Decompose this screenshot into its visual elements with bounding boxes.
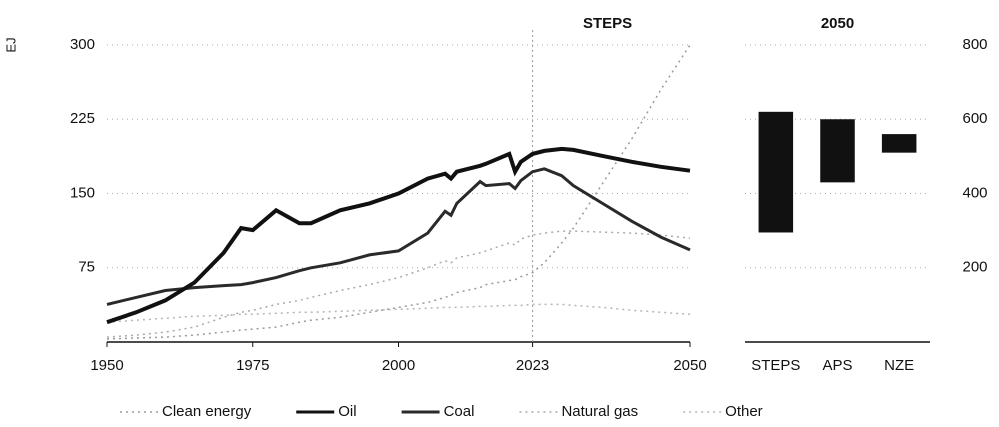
legend-label: Oil xyxy=(338,403,356,420)
annotation: STEPS xyxy=(583,15,632,32)
legend-label: Clean energy xyxy=(162,403,252,420)
y2-tick-label: 600 xyxy=(962,110,987,127)
x-tick-label: 2023 xyxy=(516,357,549,374)
y2-tick-label: 800 xyxy=(962,36,987,53)
series-line xyxy=(106,230,691,338)
x-tick-label: NZE xyxy=(884,357,914,374)
series-line xyxy=(106,146,691,325)
y2-tick-label: 200 xyxy=(962,259,987,276)
x-tick-label: 2050 xyxy=(673,357,706,374)
x-tick-label: 1950 xyxy=(90,357,123,374)
bar xyxy=(758,111,794,233)
legend-label: Natural gas xyxy=(561,403,638,420)
y-tick-label: 150 xyxy=(70,184,95,201)
series-line xyxy=(106,167,691,306)
series-line xyxy=(106,303,691,323)
panel-title: 2050 xyxy=(821,15,854,32)
y2-tick-label: 400 xyxy=(962,184,987,201)
bar xyxy=(881,134,917,153)
y-tick-label: 225 xyxy=(70,110,95,127)
y-tick-label: 300 xyxy=(70,36,95,53)
x-tick-label: 1975 xyxy=(236,357,269,374)
x-tick-label: APS xyxy=(822,357,852,374)
y-tick-label: 75 xyxy=(78,259,95,276)
y-axis-label: EJ xyxy=(3,37,18,52)
legend-label: Other xyxy=(725,403,763,420)
x-tick-label: 2000 xyxy=(382,357,415,374)
x-tick-label: STEPS xyxy=(751,357,800,374)
bar xyxy=(820,119,855,183)
legend-label: Coal xyxy=(444,403,475,420)
